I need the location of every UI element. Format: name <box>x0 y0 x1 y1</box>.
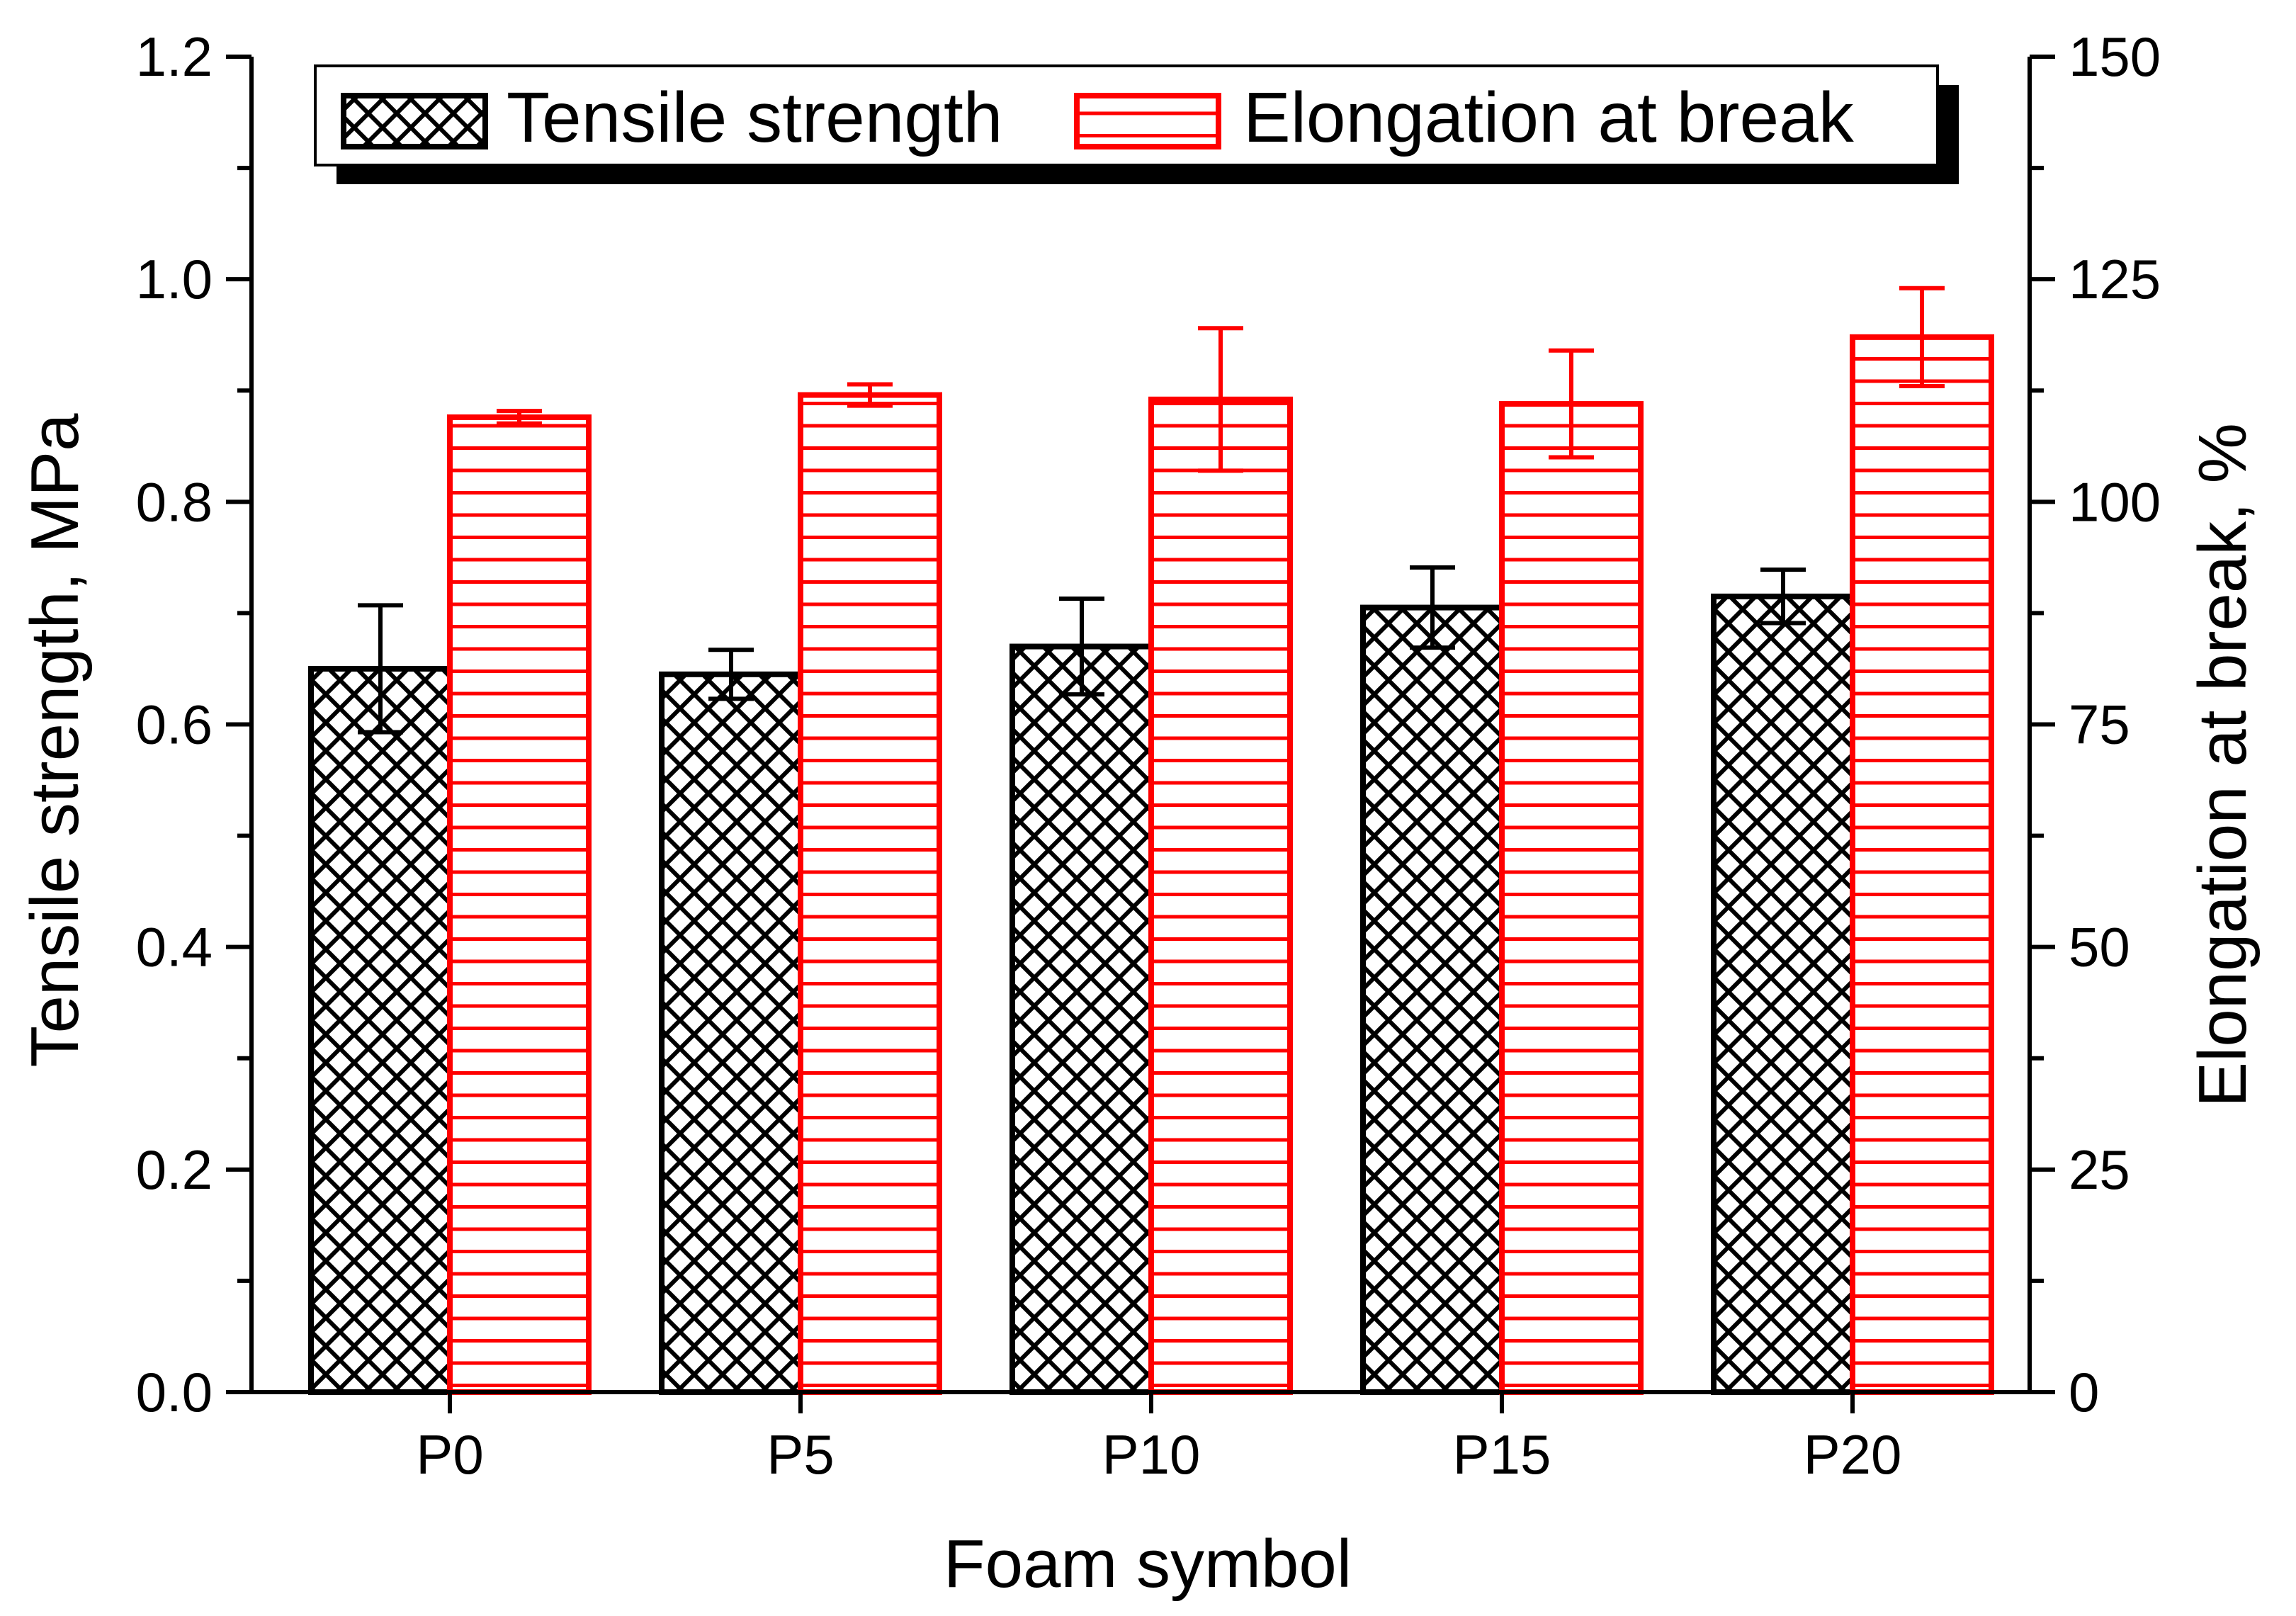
y-left-tick-label-2: 0.4 <box>136 916 213 978</box>
y-left-tick-label-0: 0.0 <box>136 1361 213 1423</box>
errorbar-elongation-P10 <box>1198 326 1243 473</box>
errorbar-elongation-P5 <box>847 382 893 408</box>
bar-elongation-P15 <box>1499 401 1644 1395</box>
y-right-tick-label-0: 0 <box>2069 1361 2099 1423</box>
legend-label-elongation: Elongation at break <box>1243 78 1855 157</box>
y-right-tick-label-4: 100 <box>2069 470 2161 533</box>
y-axis-left-title: Tensile strength, MPa <box>17 413 93 1068</box>
legend-label-tensile: Tensile strength <box>507 78 1002 157</box>
y-axis-right-title: Elongation at break, % <box>2185 423 2261 1107</box>
bar-elongation-P10 <box>1148 396 1293 1395</box>
errorbar-tensile-P5 <box>708 648 754 701</box>
bars-layer <box>308 334 1994 1396</box>
x-tick-label-P10: P10 <box>1102 1423 1201 1486</box>
x-axis-title: Foam symbol <box>944 1526 1352 1602</box>
bar-tensile-P10 <box>1010 643 1154 1396</box>
errorbar-tensile-P20 <box>1760 567 1806 626</box>
y-left-tick-label-5: 1.0 <box>136 248 213 310</box>
x-tick-label-P15: P15 <box>1453 1423 1551 1486</box>
y-left-tick-label-6: 1.2 <box>136 26 213 88</box>
bar-elongation-P20 <box>1850 334 1994 1396</box>
legend-swatch-elongation <box>1074 93 1221 149</box>
y-right-tick-label-2: 50 <box>2069 916 2130 978</box>
errorbar-elongation-P20 <box>1899 286 1945 388</box>
bar-tensile-P15 <box>1360 604 1505 1395</box>
errorbar-elongation-P0 <box>497 409 542 426</box>
y-right-tick-label-3: 75 <box>2069 694 2130 756</box>
y-left-tick-label-1: 0.2 <box>136 1138 213 1201</box>
error-bars-layer <box>358 286 1945 735</box>
errorbar-tensile-P0 <box>358 603 403 735</box>
legend-swatch-tensile <box>341 93 488 149</box>
y-left-tick-label-3: 0.6 <box>136 694 213 756</box>
errorbar-tensile-P15 <box>1410 565 1455 650</box>
x-tick-label-P20: P20 <box>1804 1423 1902 1486</box>
y-left-tick-label-4: 0.8 <box>136 470 213 533</box>
y-right-tick-label-1: 25 <box>2069 1138 2130 1201</box>
ticks-layer: P0 P5 P10 P15 P20 0.0 0.2 0.4 0.6 0.8 1.0 1.2 0 25 50 7… <box>136 26 2161 1486</box>
bar-elongation-P0 <box>447 414 592 1396</box>
bar-tensile-P20 <box>1711 593 1855 1396</box>
legend: Tensile strength Elongation at break <box>314 64 1959 184</box>
x-tick-label-P5: P5 <box>767 1423 834 1486</box>
x-tick-label-P0: P0 <box>416 1423 483 1486</box>
errorbar-elongation-P15 <box>1549 348 1594 460</box>
bar-tensile-P0 <box>308 665 453 1395</box>
bar-elongation-P5 <box>798 392 942 1395</box>
errorbar-tensile-P10 <box>1059 596 1104 697</box>
y-right-tick-label-6: 150 <box>2069 26 2161 88</box>
y-right-tick-label-5: 125 <box>2069 248 2161 310</box>
bar-tensile-P5 <box>659 671 803 1395</box>
